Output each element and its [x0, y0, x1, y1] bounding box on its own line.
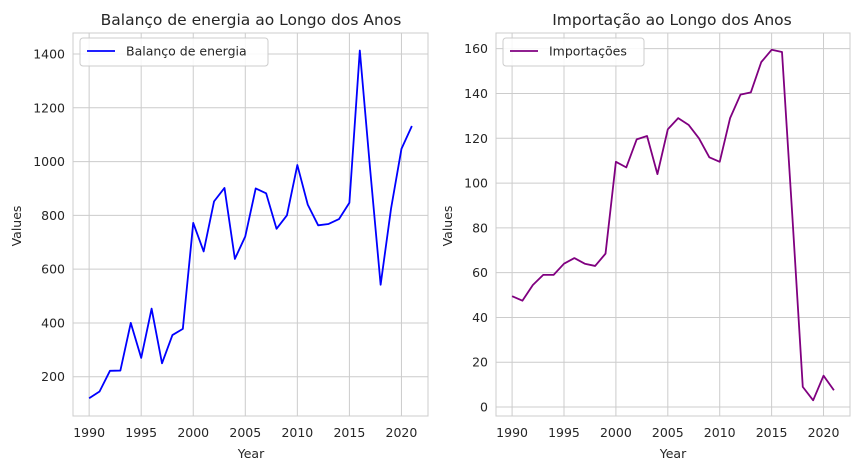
- y-tick-label: 1000: [33, 154, 65, 169]
- plot-frame: [72, 32, 429, 417]
- series-line: [88, 49, 413, 400]
- y-axis-label: Values: [440, 206, 455, 247]
- y-tick-label: 160: [464, 41, 488, 56]
- x-tick-label: 2000: [177, 425, 209, 440]
- x-tick-label: 2005: [652, 425, 684, 440]
- x-tick-label: 1995: [548, 425, 580, 440]
- y-tick-label: 200: [41, 369, 65, 384]
- legend-label: Balanço de energia: [126, 44, 247, 59]
- x-tick-label: 2005: [229, 425, 261, 440]
- legend-box: [502, 37, 645, 67]
- x-tick-label: 2010: [281, 425, 313, 440]
- y-tick-label: 60: [472, 265, 488, 280]
- y-tick-label: 80: [472, 220, 488, 235]
- y-tick-label: 100: [464, 176, 488, 191]
- x-tick-label: 2015: [756, 425, 788, 440]
- y-tick-label: 800: [41, 208, 65, 223]
- y-tick-label: 20: [472, 355, 488, 370]
- y-tick-label: 1200: [33, 100, 65, 115]
- y-tick-label: 120: [464, 131, 488, 146]
- series-line: [511, 48, 835, 402]
- x-axis-label: Year: [237, 446, 265, 461]
- legend-label: Importações: [549, 44, 627, 59]
- y-axis-label: Values: [9, 206, 24, 247]
- x-axis-label: Year: [659, 446, 687, 461]
- series-marks: [511, 48, 835, 402]
- tick-labels: 1990 1995 2000 2005 2010 2015 2020 0 20 40 60 80 100…: [464, 41, 839, 440]
- plot-frame: [495, 32, 851, 417]
- x-tick-label: 1990: [73, 425, 105, 440]
- x-tick-label: 1990: [496, 425, 528, 440]
- legend: Importações: [502, 37, 645, 67]
- x-tick-label: 2010: [704, 425, 736, 440]
- tick-labels: 1990 1995 2000 2005 2010 2015 2020 200 400 600 800…: [33, 46, 417, 440]
- x-tick-label: 2020: [808, 425, 840, 440]
- y-tick-label: 400: [41, 315, 65, 330]
- y-tick-label: 140: [464, 86, 488, 101]
- imports-chart: Importação ao Longo dos Anos 1990 1995 200…: [440, 11, 851, 461]
- gridlines: [496, 33, 850, 416]
- x-tick-label: 1995: [125, 425, 157, 440]
- y-tick-label: 600: [41, 262, 65, 277]
- x-tick-label: 2015: [333, 425, 365, 440]
- legend-box: [79, 37, 269, 67]
- x-tick-label: 2000: [600, 425, 632, 440]
- chart-title: Balanço de energia ao Longo dos Anos: [101, 11, 402, 29]
- y-tick-label: 1400: [33, 46, 65, 61]
- chart-title: Importação ao Longo dos Anos: [552, 11, 792, 29]
- energy-balance-chart: Balanço de energia ao Longo dos Anos 199…: [9, 11, 429, 461]
- x-tick-label: 2020: [386, 425, 418, 440]
- series-marks: [88, 49, 413, 400]
- legend: Balanço de energia: [79, 37, 269, 67]
- y-tick-label: 40: [472, 310, 488, 325]
- y-tick-label: 0: [480, 400, 488, 415]
